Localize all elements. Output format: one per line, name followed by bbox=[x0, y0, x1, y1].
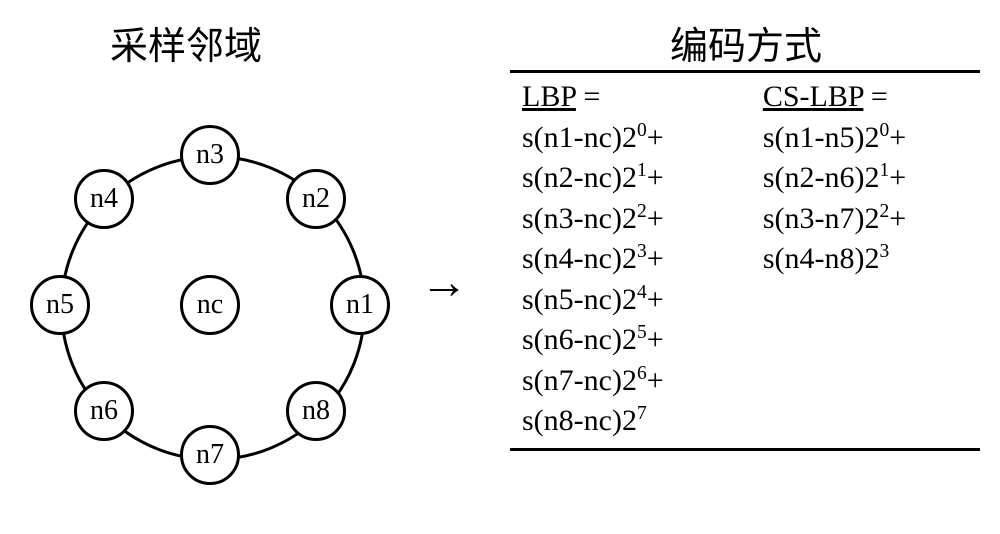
node-n4: n4 bbox=[74, 169, 134, 229]
arrow-icon: → bbox=[420, 255, 468, 310]
node-nc: nc bbox=[180, 275, 240, 335]
cslbp-column: CS-LBP =s(n1-n5)20+s(n2-n6)21+s(n3-n7)22… bbox=[763, 77, 968, 442]
term-exponent: 0 bbox=[637, 120, 647, 141]
term-line: s(n5-nc)24+ bbox=[522, 280, 763, 321]
term-exponent: 3 bbox=[879, 241, 889, 262]
term-line: s(n6-nc)25+ bbox=[522, 320, 763, 361]
figure: 采样邻域 编码方式 nc n1 n2 n3 n4 n5 n6 n7 n8 → LBP =s(n1… bbox=[0, 0, 1000, 534]
term-line: s(n1-n5)20+ bbox=[763, 118, 968, 159]
term-exponent: 4 bbox=[637, 282, 647, 303]
term-line: s(n4-n8)23 bbox=[763, 239, 968, 280]
node-n8: n8 bbox=[286, 381, 346, 441]
term-line: s(n2-n6)21+ bbox=[763, 158, 968, 199]
term-line: s(n4-nc)23+ bbox=[522, 239, 763, 280]
node-n6: n6 bbox=[74, 381, 134, 441]
term-line: s(n7-nc)26+ bbox=[522, 361, 763, 402]
term-exponent: 7 bbox=[637, 403, 647, 424]
node-n1: n1 bbox=[330, 275, 390, 335]
bottom-rule bbox=[510, 448, 980, 451]
term-line: s(n3-nc)22+ bbox=[522, 199, 763, 240]
node-n2: n2 bbox=[286, 169, 346, 229]
term-exponent: 2 bbox=[879, 201, 889, 222]
term-exponent: 3 bbox=[637, 241, 647, 262]
term-exponent: 2 bbox=[637, 201, 647, 222]
column-header: CS-LBP = bbox=[763, 77, 968, 118]
lbp-column: LBP =s(n1-nc)20+s(n2-nc)21+s(n3-nc)22+s(… bbox=[522, 77, 763, 442]
column-title: LBP bbox=[522, 80, 576, 113]
column-title: CS-LBP bbox=[763, 80, 864, 113]
term-line: s(n1-nc)20+ bbox=[522, 118, 763, 159]
node-n5: n5 bbox=[30, 275, 90, 335]
column-header: LBP = bbox=[522, 77, 763, 118]
encoding-columns: LBP =s(n1-nc)20+s(n2-nc)21+s(n3-nc)22+s(… bbox=[510, 73, 980, 442]
node-n7: n7 bbox=[180, 425, 240, 485]
term-exponent: 0 bbox=[879, 120, 889, 141]
term-line: s(n2-nc)21+ bbox=[522, 158, 763, 199]
encoding-panel: LBP =s(n1-nc)20+s(n2-nc)21+s(n3-nc)22+s(… bbox=[510, 70, 980, 451]
encoding-title: 编码方式 bbox=[670, 15, 822, 70]
term-exponent: 1 bbox=[879, 160, 889, 181]
sampling-diagram: nc n1 n2 n3 n4 n5 n6 n7 n8 bbox=[20, 80, 390, 500]
term-exponent: 6 bbox=[637, 363, 647, 384]
term-exponent: 5 bbox=[637, 322, 647, 343]
term-line: s(n3-n7)22+ bbox=[763, 199, 968, 240]
term-line: s(n8-nc)27 bbox=[522, 401, 763, 442]
term-exponent: 1 bbox=[637, 160, 647, 181]
sampling-title: 采样邻域 bbox=[110, 15, 262, 70]
node-n3: n3 bbox=[180, 125, 240, 185]
